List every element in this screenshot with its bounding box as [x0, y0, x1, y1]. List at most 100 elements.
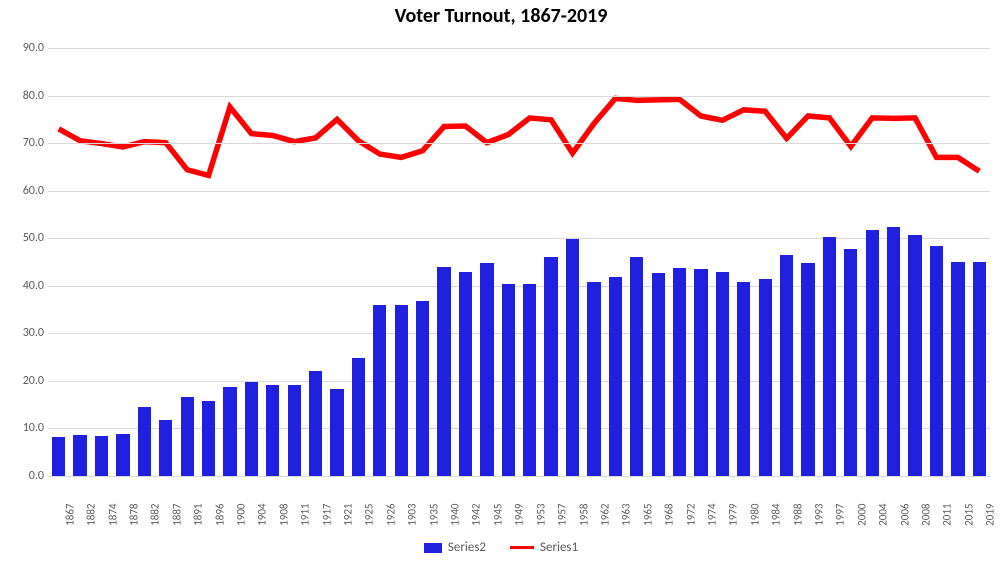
x-tick-label: 1974 — [706, 504, 719, 526]
bar — [523, 284, 536, 476]
x-tick-label: 1891 — [192, 504, 205, 526]
gridline — [48, 143, 990, 144]
bar — [223, 387, 236, 476]
chart-title: Voter Turnout, 1867-2019 — [0, 4, 1002, 28]
y-tick-label: 0.0 — [29, 469, 44, 483]
x-tick-label: 1957 — [556, 504, 569, 526]
y-tick-label: 40.0 — [23, 279, 44, 293]
bar — [159, 420, 172, 476]
bar — [544, 257, 557, 476]
bar — [630, 257, 643, 476]
bar — [673, 268, 686, 476]
bar — [759, 279, 772, 476]
bar — [437, 267, 450, 476]
x-tick-label: 1972 — [684, 504, 697, 526]
bar — [116, 434, 129, 476]
x-tick-label: 1958 — [577, 504, 590, 526]
bar — [780, 255, 793, 476]
x-tick-label: 2000 — [855, 504, 868, 526]
bar — [887, 227, 900, 476]
x-tick-label: 1963 — [620, 504, 633, 526]
y-tick-label: 60.0 — [23, 184, 44, 198]
x-tick-label: 2004 — [877, 504, 890, 526]
x-tick-label: 1940 — [449, 504, 462, 526]
bar — [694, 269, 707, 476]
bar — [716, 272, 729, 476]
x-tick-label: 1911 — [299, 504, 312, 526]
y-tick-label: 20.0 — [23, 374, 44, 388]
x-tick-label: 1979 — [727, 504, 740, 526]
x-tick-label: 1935 — [427, 504, 440, 526]
legend-label: Series1 — [540, 540, 578, 555]
x-tick-label: 2019 — [984, 504, 997, 526]
plot-area — [48, 48, 990, 476]
bar — [73, 435, 86, 476]
x-tick-label: 1904 — [256, 504, 269, 526]
bar — [866, 230, 879, 476]
gridline — [48, 191, 990, 192]
bar — [138, 407, 151, 476]
bar — [823, 237, 836, 476]
chart-container: Voter Turnout, 1867-2019 0.0 10.0 20.0 30.0… — [0, 0, 1002, 561]
y-tick-label: 10.0 — [23, 421, 44, 435]
x-tick-label: 1921 — [342, 504, 355, 526]
bar — [652, 273, 665, 476]
bar — [416, 301, 429, 476]
x-tick-label: 1874 — [106, 504, 119, 526]
bar — [930, 246, 943, 476]
x-tick-label: 1965 — [641, 504, 654, 526]
x-tick-label: 1867 — [63, 504, 76, 526]
bar — [352, 358, 365, 476]
bar — [459, 272, 472, 476]
y-tick-label: 50.0 — [23, 231, 44, 245]
series1-path — [59, 98, 980, 175]
bar — [309, 371, 322, 476]
x-tick-label: 1925 — [363, 504, 376, 526]
bar — [330, 389, 343, 476]
bar — [266, 385, 279, 476]
x-tick-label: 1926 — [384, 504, 397, 526]
bar — [395, 305, 408, 476]
x-tick-label: 1903 — [406, 504, 419, 526]
bar — [502, 284, 515, 476]
y-tick-label: 80.0 — [23, 89, 44, 103]
bar — [373, 305, 386, 476]
gridline — [48, 96, 990, 97]
x-tick-label: 1878 — [128, 504, 141, 526]
bar — [202, 401, 215, 476]
legend-item: Series2 — [424, 540, 486, 555]
x-tick-label: 1968 — [663, 504, 676, 526]
bar — [844, 249, 857, 476]
legend-swatch-bar — [424, 543, 442, 553]
x-tick-label: 1887 — [170, 504, 183, 526]
bar — [951, 262, 964, 476]
gridline — [48, 238, 990, 239]
bar — [609, 277, 622, 476]
x-tick-label: 1993 — [813, 504, 826, 526]
legend-label: Series2 — [448, 540, 486, 555]
x-tick-label: 1962 — [599, 504, 612, 526]
y-tick-label: 30.0 — [23, 326, 44, 340]
x-tick-label: 1945 — [492, 504, 505, 526]
x-tick-label: 1900 — [235, 504, 248, 526]
x-tick-label: 1896 — [213, 504, 226, 526]
x-tick-label: 1882 — [85, 504, 98, 526]
bar — [587, 282, 600, 477]
x-tick-label: 1917 — [320, 504, 333, 526]
x-tick-label: 1882 — [149, 504, 162, 526]
gridline — [48, 48, 990, 49]
bar — [288, 385, 301, 476]
legend-swatch-line — [510, 546, 534, 549]
bar — [973, 262, 986, 476]
bar — [480, 263, 493, 476]
x-tick-label: 1953 — [534, 504, 547, 526]
x-tick-label: 1997 — [834, 504, 847, 526]
bar — [908, 235, 921, 476]
bar — [52, 437, 65, 476]
y-tick-label: 90.0 — [23, 41, 44, 55]
bar — [737, 282, 750, 477]
y-tick-label: 70.0 — [23, 136, 44, 150]
x-axis: 1867 1882 1874 1878 1882 1887 1891 1896 1900 1904… — [48, 477, 990, 527]
bar — [801, 263, 814, 476]
x-tick-label: 1908 — [277, 504, 290, 526]
